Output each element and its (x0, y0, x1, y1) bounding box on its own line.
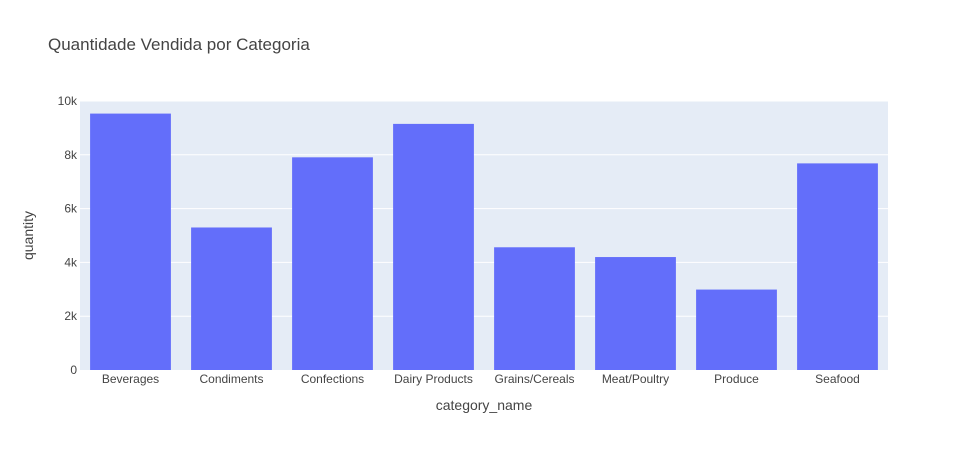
bar-produce[interactable] (696, 289, 777, 370)
x-tick-label: Grains/Cereals (494, 372, 574, 386)
x-tick-label: Confections (301, 372, 364, 386)
y-tick-label: 8k (64, 148, 78, 162)
x-tick-label: Condiments (199, 372, 263, 386)
x-axis-ticks: Beverages Condiments Confections Dairy Prod… (102, 372, 860, 386)
y-tick-label: 4k (64, 255, 78, 269)
bar-seafood[interactable] (797, 163, 878, 370)
chart-title: Quantidade Vendida por Categoria (48, 35, 310, 54)
y-tick-label: 10k (58, 94, 78, 108)
x-tick-label: Produce (714, 372, 759, 386)
x-tick-label: Meat/Poultry (602, 372, 669, 386)
bar-grains-cereals[interactable] (494, 247, 575, 370)
bar-beverages[interactable] (90, 113, 171, 370)
bar-confections[interactable] (292, 157, 373, 370)
y-tick-label: 6k (64, 202, 78, 216)
y-axis-title: quantity (20, 211, 36, 260)
x-tick-label: Beverages (102, 372, 159, 386)
bar-dairy-products[interactable] (393, 123, 474, 370)
bar-condiments[interactable] (191, 227, 272, 370)
bar-meat-poultry[interactable] (595, 257, 676, 370)
x-axis-title: category_name (436, 397, 533, 413)
y-tick-label: 2k (64, 309, 78, 323)
x-tick-label: Seafood (815, 372, 860, 386)
y-axis-ticks: 0 2k 4k 6k 8k 10k (58, 94, 78, 377)
x-tick-label: Dairy Products (394, 372, 473, 386)
bars (90, 113, 878, 370)
y-tick-label: 0 (70, 363, 77, 377)
